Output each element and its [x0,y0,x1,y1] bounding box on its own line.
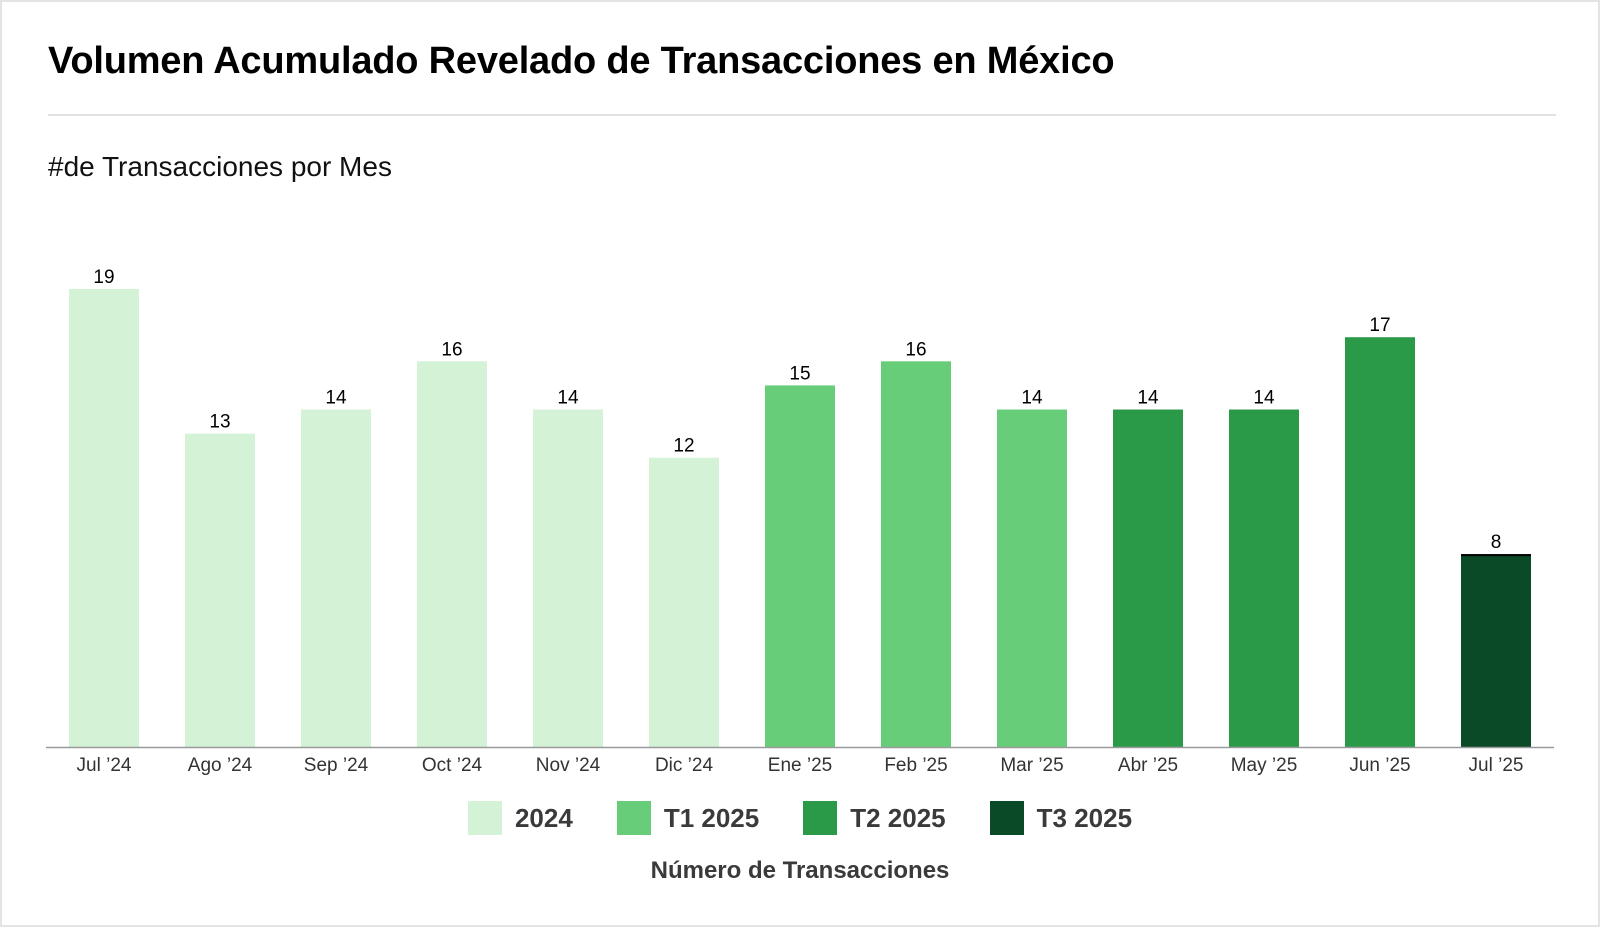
bar-8 [881,361,951,747]
x-tick-label: Dic ’24 [655,755,714,776]
x-tick-label: Nov ’24 [536,755,601,776]
legend-label: T1 2025 [663,802,760,833]
legend-label: T2 2025 [850,802,946,833]
title-divider [48,114,1556,116]
bar-chart: 19 Jul ’24 13 Ago ’24 14 Sep ’24 16 Oct ’24 14 No… [46,267,1554,776]
x-tick-label: Jul ’24 [77,755,132,776]
legend-swatch [467,801,502,835]
x-tick-label: Abr ’25 [1118,755,1178,776]
data-label: 8 [1491,532,1502,553]
data-label: 19 [93,267,114,288]
bar-2 [185,433,255,747]
data-label: 14 [1137,388,1159,409]
chart-title: Volumen Acumulado Revelado de Transaccio… [48,40,1115,82]
data-label: 14 [325,388,347,409]
x-tick-label: Ago ’24 [188,755,253,776]
x-tick-label: Oct ’24 [422,755,483,776]
x-tick-label: Sep ’24 [304,755,369,776]
x-tick-label: Jul ’25 [1469,755,1524,776]
bar-4 [417,361,487,747]
chart-legend: 2024 T1 2025 T2 2025 T3 2025 [0,800,1600,836]
data-label: 12 [673,436,694,457]
bar-11 [1229,409,1299,747]
x-tick-label: Mar ’25 [1000,755,1063,776]
x-tick-label: Feb ’25 [884,755,947,776]
data-label: 15 [789,363,810,384]
bar-9 [997,409,1067,747]
x-tick-label: May ’25 [1231,755,1298,776]
bar-13 [1461,554,1531,747]
legend-item-t3-2025: T3 2025 [989,800,1133,836]
bar-1 [69,289,139,747]
data-label: 16 [441,339,462,360]
legend-item-t1-2025: T1 2025 [616,800,760,836]
bar-10 [1113,409,1183,747]
bar-12 [1345,337,1415,747]
data-label: 14 [1253,388,1275,409]
x-tick-label: Jun ’25 [1349,755,1410,776]
data-label: 16 [905,339,926,360]
bar-5 [533,409,603,747]
data-label: 17 [1369,315,1390,336]
chart-subtitle: #de Transacciones por Mes [48,151,392,182]
x-tick-label: Ene ’25 [768,755,832,776]
data-label: 14 [1021,388,1043,409]
bar-7 [765,385,835,747]
data-label: 13 [209,412,230,433]
data-label: 14 [557,388,579,409]
legend-swatch [803,801,838,835]
legend-swatch [989,801,1024,835]
legend-label: 2024 [514,802,573,833]
bar-3 [301,409,371,747]
legend-swatch [616,801,651,835]
legend-item-2024: 2024 [467,800,573,836]
legend-item-t2-2025: T2 2025 [803,800,946,836]
legend-label: T3 2025 [1036,802,1133,833]
x-axis-title: Número de Transacciones [650,857,950,884]
bar-6 [649,457,719,747]
